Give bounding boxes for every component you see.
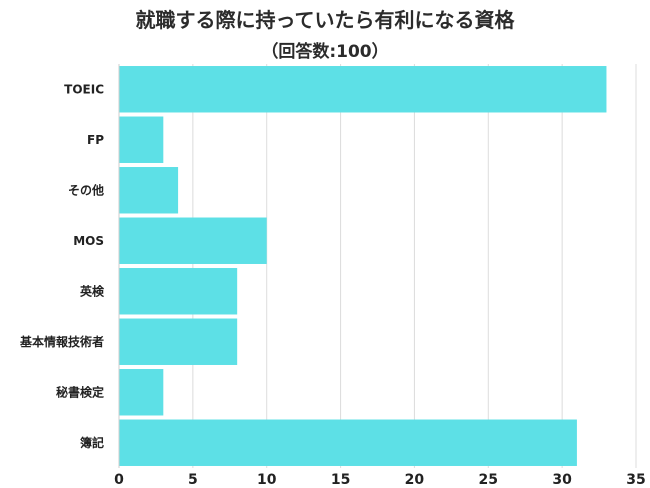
chart-subtitle: （回答数:100） [261,42,389,62]
y-tick-label: TOEIC [64,82,104,96]
bar [119,419,577,466]
x-tick-label: 30 [552,472,572,488]
y-tick-label: 英検 [80,283,105,298]
bar [119,217,267,264]
x-tick-label: 35 [626,472,645,488]
y-tick-label: 簿記 [80,435,104,450]
y-tick-label: その他 [68,182,104,197]
bar [119,369,164,416]
x-tick-label: 20 [405,472,425,488]
y-tick-label: 秘書検定 [56,384,104,399]
bar [119,116,164,163]
y-tick-label: 基本情報技術者 [19,334,104,349]
y-tick-label: FP [87,133,104,147]
y-tick-label: MOS [73,234,104,248]
chart-title: 就職する際に持っていたら有利になる資格 [135,8,515,32]
x-tick-label: 15 [331,472,350,488]
bar [119,167,179,214]
bar [119,318,238,365]
x-tick-label: 10 [257,472,277,488]
bar [119,268,238,315]
bar [119,66,607,113]
x-tick-label: 0 [114,472,124,488]
x-tick-label: 5 [188,472,198,488]
x-tick-label: 25 [479,472,498,488]
